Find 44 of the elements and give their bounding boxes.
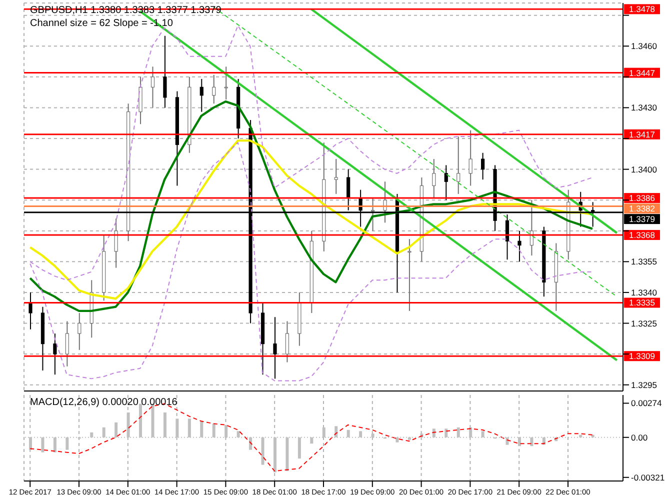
candlestick [383,181,387,224]
y-tick-label: 1.3460 [631,41,658,52]
y-tick-label: 1.3325 [631,318,658,328]
candlestick [518,230,522,262]
candlestick [224,66,228,100]
ref-line-label: 1.3478 [629,4,656,14]
candlestick [212,74,216,104]
candlestick [481,152,485,180]
y-tick-label: 1.3355 [631,256,658,267]
ref-line-label: 1.3335 [629,298,656,308]
ref-line-label: 1.3417 [629,129,656,140]
candlestick [78,312,82,350]
candlestick [114,218,118,268]
chart-title: MACD(12,26,9) 0.00020 0.00016 [30,396,178,409]
ref-line-label: 1.3309 [629,351,656,362]
candlestick [28,292,32,330]
ref-line-label: 1.3447 [629,68,656,78]
candlestick [370,198,375,232]
candlestick [408,238,412,312]
candlestick [150,66,155,108]
ref-line-label: 1.3386 [629,193,656,204]
y-tick-label: 1.3340 [631,287,658,298]
candlestick [200,78,204,112]
candlestick [273,316,277,380]
line-series [29,139,594,300]
candlestick [468,130,472,186]
y-tick-label: 1.3430 [631,102,658,113]
y-tick-label: 1.3295 [631,380,658,390]
candlestick [285,320,290,363]
candlestick [65,320,69,367]
candlestick [456,136,460,194]
candlestick [432,158,436,199]
ref-line-label: 1.3379 [629,214,656,224]
y-tick-label: 1.3400 [631,164,658,174]
ref-line-label: 1.3382 [629,204,656,214]
candlestick [163,35,167,108]
ref-line-label: 1.3368 [629,230,656,240]
y-tick-label: -0.00321 [631,472,665,482]
line-series [29,100,594,312]
y-tick-label: 0.00274 [631,398,662,408]
candlestick [444,164,448,201]
y-tick-label: 0.00 [631,432,648,442]
candlestick [53,333,57,376]
candlestick [334,158,338,194]
